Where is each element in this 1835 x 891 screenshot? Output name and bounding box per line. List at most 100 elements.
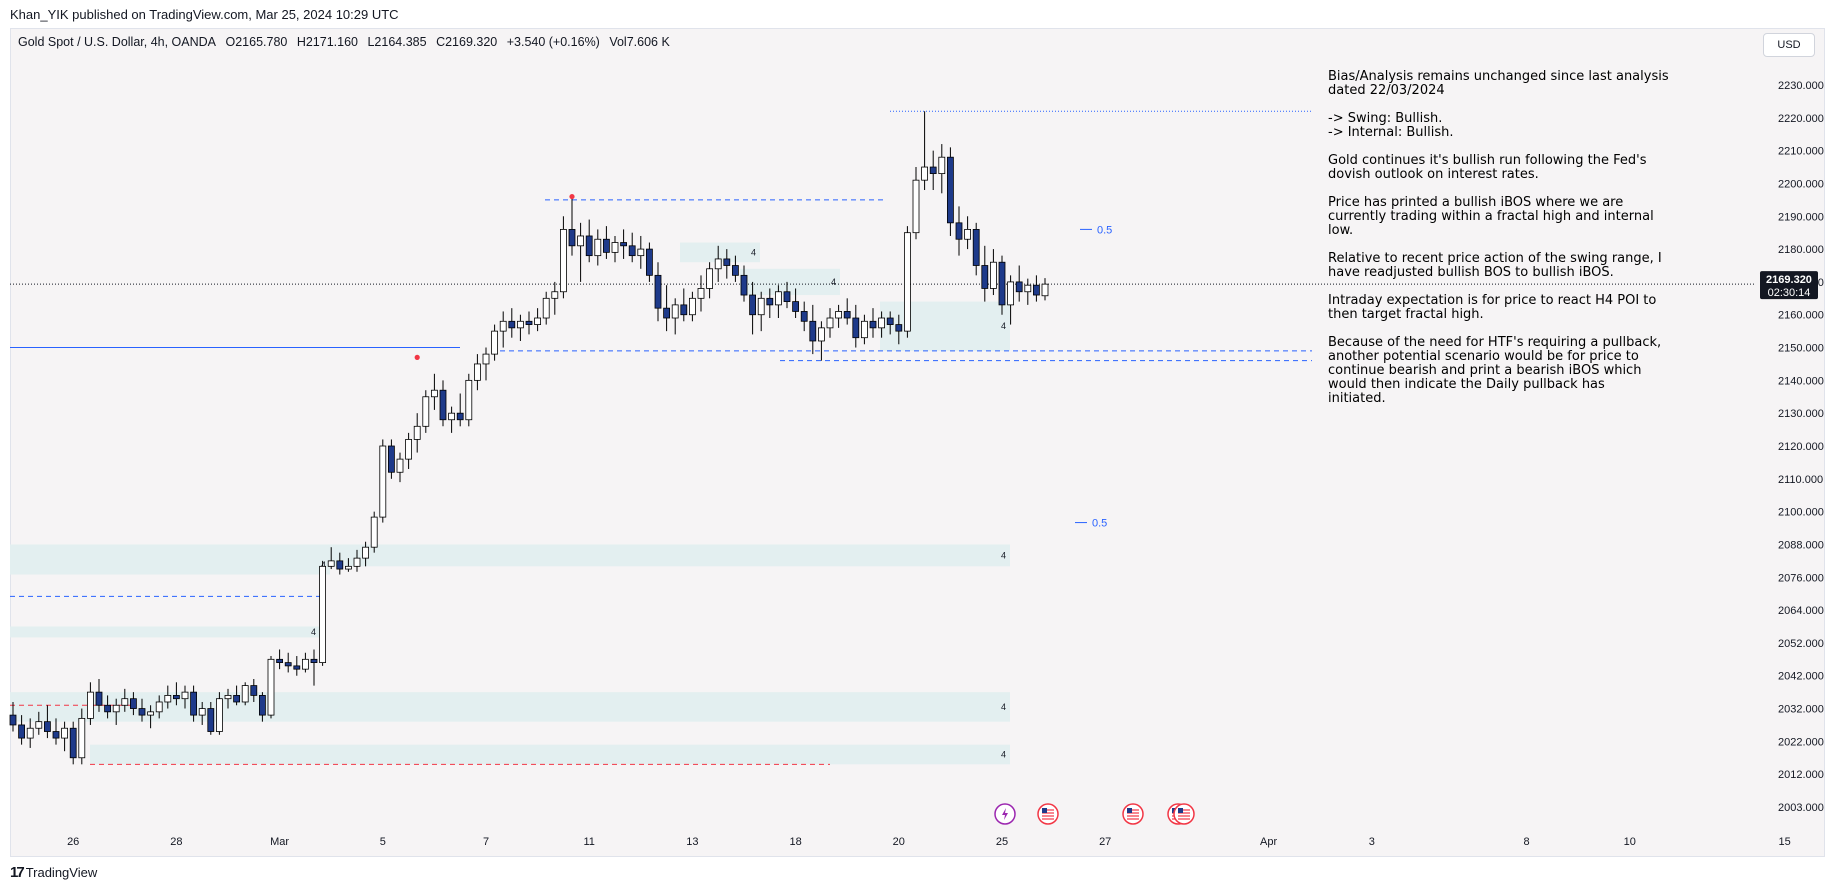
bear-candle[interactable] — [783, 291, 791, 303]
bull-candle[interactable] — [396, 458, 404, 473]
bull-candle[interactable] — [87, 691, 94, 719]
bear-candle[interactable] — [284, 662, 292, 667]
bear-candle[interactable] — [233, 695, 241, 703]
bear-candle[interactable] — [336, 560, 344, 570]
bull-candle[interactable] — [938, 156, 946, 175]
bear-candle[interactable] — [69, 727, 77, 759]
bull-candle[interactable] — [344, 565, 352, 570]
bull-candle[interactable] — [181, 691, 189, 700]
bear-candle[interactable] — [843, 311, 851, 319]
bull-candle[interactable] — [1041, 283, 1049, 297]
bear-candle[interactable] — [955, 222, 963, 240]
bull-candle[interactable] — [491, 330, 499, 355]
bear-candle[interactable] — [172, 695, 180, 700]
bull-candle[interactable] — [904, 232, 911, 332]
us-flag-icon[interactable] — [1122, 803, 1144, 825]
bear-candle[interactable] — [95, 691, 103, 706]
bear-candle[interactable] — [654, 274, 662, 309]
bear-candle[interactable] — [387, 445, 395, 473]
bull-candle[interactable] — [534, 317, 541, 325]
bull-candle[interactable] — [267, 658, 275, 716]
bull-candle[interactable] — [560, 228, 567, 293]
bull-candle[interactable] — [78, 717, 86, 759]
bear-candle[interactable] — [129, 698, 137, 709]
bull-candle[interactable] — [224, 695, 232, 700]
bear-candle[interactable] — [981, 265, 989, 289]
bull-candle[interactable] — [164, 695, 172, 703]
bull-candle[interactable] — [499, 320, 507, 332]
bear-candle[interactable] — [740, 274, 748, 296]
bull-candle[interactable] — [757, 297, 765, 316]
bull-candle[interactable] — [671, 304, 679, 319]
bear-candle[interactable] — [869, 320, 877, 329]
bear-candle[interactable] — [276, 658, 284, 663]
bull-candle[interactable] — [370, 516, 378, 548]
bear-candle[interactable] — [628, 245, 636, 257]
symbol-name[interactable]: Gold Spot / U.S. Dollar, 4h, OANDA — [18, 35, 216, 49]
bull-candle[interactable] — [26, 727, 34, 739]
bull-candle[interactable] — [362, 546, 370, 559]
bull-candle[interactable] — [689, 297, 696, 316]
poi-zone[interactable] — [10, 555, 330, 575]
bull-candle[interactable] — [465, 379, 473, 421]
bear-candle[interactable] — [138, 708, 146, 716]
bear-candle[interactable] — [800, 311, 808, 322]
bull-candle[interactable] — [473, 363, 481, 381]
bull-candle[interactable] — [912, 179, 920, 234]
currency-button[interactable]: USD — [1763, 33, 1815, 57]
bull-candle[interactable] — [198, 708, 206, 716]
bull-candle[interactable] — [241, 685, 249, 703]
bear-candle[interactable] — [250, 685, 258, 696]
bear-candle[interactable] — [207, 708, 215, 732]
bear-candle[interactable] — [293, 665, 301, 670]
bull-candle[interactable] — [542, 297, 550, 319]
bull-candle[interactable] — [327, 560, 335, 567]
bull-candle[interactable] — [818, 327, 825, 342]
bull-candle[interactable] — [448, 412, 456, 421]
bull-candle[interactable] — [835, 311, 842, 319]
bear-candle[interactable] — [766, 297, 774, 306]
bear-candle[interactable] — [929, 166, 937, 175]
us-flag-icon[interactable] — [1173, 803, 1195, 825]
bear-candle[interactable] — [680, 304, 688, 316]
bull-candle[interactable] — [611, 242, 619, 253]
poi-zone[interactable] — [680, 242, 760, 263]
bull-candle[interactable] — [714, 258, 722, 270]
bear-candle[interactable] — [886, 317, 894, 325]
bull-candle[interactable] — [594, 238, 602, 257]
bull-candle[interactable] — [1024, 284, 1032, 293]
bear-candle[interactable] — [104, 704, 111, 713]
bull-candle[interactable] — [61, 727, 68, 739]
bull-candle[interactable] — [706, 268, 713, 289]
bear-candle[interactable] — [525, 320, 533, 325]
bull-candle[interactable] — [775, 291, 782, 306]
bear-candle[interactable] — [732, 265, 739, 276]
bear-candle[interactable] — [792, 301, 799, 312]
bull-candle[interactable] — [577, 235, 584, 247]
bull-candle[interactable] — [215, 698, 223, 732]
bull-candle[interactable] — [413, 425, 421, 440]
bull-candle[interactable] — [430, 389, 438, 398]
bull-candle[interactable] — [637, 248, 645, 257]
bear-candle[interactable] — [749, 294, 756, 316]
bear-candle[interactable] — [258, 695, 266, 716]
bear-candle[interactable] — [723, 258, 731, 266]
bull-candle[interactable] — [551, 291, 559, 299]
bear-candle[interactable] — [895, 324, 903, 332]
bull-candle[interactable] — [319, 565, 327, 663]
bull-candle[interactable] — [155, 701, 163, 713]
bull-candle[interactable] — [405, 439, 413, 460]
price-tag[interactable] — [1760, 271, 1818, 300]
bull-candle[interactable] — [990, 261, 997, 289]
bear-candle[interactable] — [852, 317, 860, 339]
bear-candle[interactable] — [972, 228, 980, 266]
us-flag-icon[interactable] — [1037, 803, 1059, 825]
bear-candle[interactable] — [190, 691, 198, 716]
bull-candle[interactable] — [964, 228, 971, 240]
bull-candle[interactable] — [147, 711, 155, 716]
bull-candle[interactable] — [517, 320, 524, 329]
bull-candle[interactable] — [379, 445, 387, 518]
bull-candle[interactable] — [861, 320, 868, 339]
bull-candle[interactable] — [482, 353, 490, 365]
poi-zone[interactable] — [10, 626, 320, 638]
